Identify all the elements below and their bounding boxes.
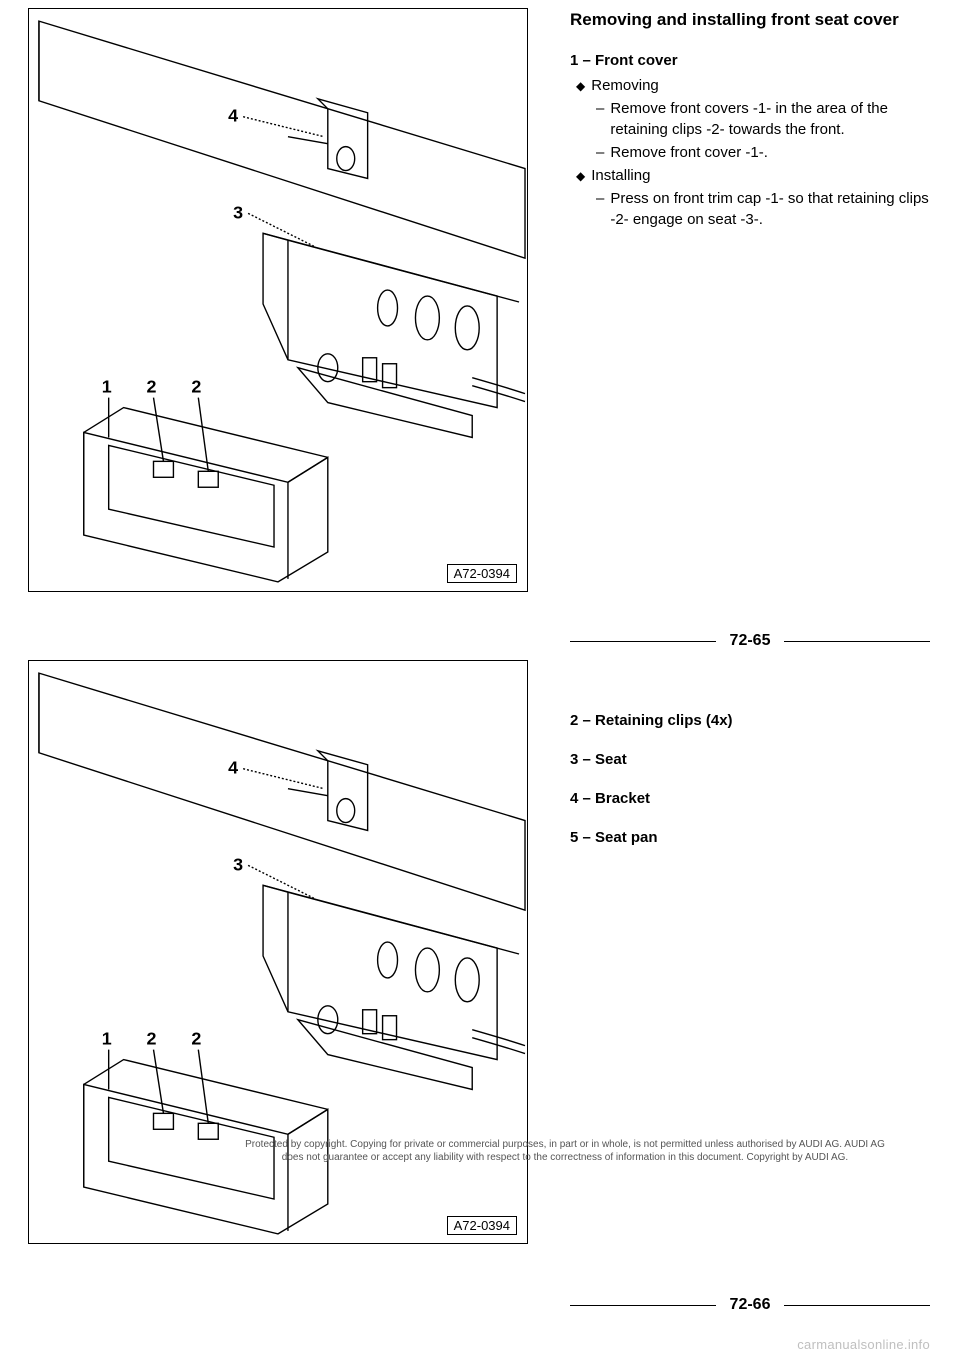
callout-2b: 2 bbox=[191, 377, 201, 397]
installing-step-1: – Press on front trim cap -1- so that re… bbox=[596, 188, 930, 230]
rule-line bbox=[570, 641, 716, 642]
section-heading: Removing and installing front seat cover bbox=[570, 8, 930, 32]
dash-icon: – bbox=[596, 188, 604, 209]
removing-row: ◆ Removing bbox=[576, 75, 930, 96]
callout-1: 1 bbox=[102, 377, 112, 397]
diamond-icon: ◆ bbox=[576, 168, 585, 185]
text-column-1: Removing and installing front seat cover… bbox=[570, 8, 930, 230]
installing-row: ◆ Installing bbox=[576, 165, 930, 186]
copyright-notice: Protected by copyright. Copying for priv… bbox=[245, 1138, 885, 1164]
callout-3: 3 bbox=[233, 854, 243, 874]
dash-icon: – bbox=[596, 142, 604, 163]
item-1-label: 1 – Front cover bbox=[570, 50, 930, 71]
page-number-bar-2: 72-66 bbox=[570, 1296, 930, 1314]
callout-2b: 2 bbox=[191, 1029, 201, 1049]
dash-icon: – bbox=[596, 98, 604, 119]
figure-id-1: A72-0394 bbox=[447, 564, 517, 583]
callout-1: 1 bbox=[102, 1029, 112, 1049]
diagram-1: 4 3 1 2 2 bbox=[29, 9, 527, 591]
callout-2a: 2 bbox=[147, 1029, 157, 1049]
diamond-icon: ◆ bbox=[576, 78, 585, 95]
callout-4: 4 bbox=[228, 106, 238, 126]
page-number-bar-1: 72-65 bbox=[570, 632, 930, 650]
callout-3: 3 bbox=[233, 202, 243, 222]
rule-line bbox=[784, 1305, 930, 1306]
callout-4: 4 bbox=[228, 758, 238, 778]
item-5: 5 – Seat pan bbox=[570, 827, 930, 848]
page-number-2: 72-66 bbox=[730, 1296, 771, 1314]
rule-line bbox=[784, 641, 930, 642]
figure-id-2: A72-0394 bbox=[447, 1216, 517, 1235]
item-3: 3 – Seat bbox=[570, 749, 930, 770]
page-number-1: 72-65 bbox=[730, 632, 771, 650]
item-4: 4 – Bracket bbox=[570, 788, 930, 809]
removing-step-2: – Remove front cover -1-. bbox=[596, 142, 930, 163]
watermark: carmanualsonline.info bbox=[797, 1337, 930, 1352]
installing-label: Installing bbox=[591, 165, 650, 186]
figure-box-1: 4 3 1 2 2 A72-0394 bbox=[28, 8, 528, 592]
rule-line bbox=[570, 1305, 716, 1306]
text-column-2: 2 – Retaining clips (4x) 3 – Seat 4 – Br… bbox=[570, 700, 930, 848]
removing-step-1: – Remove front covers -1- in the area of… bbox=[596, 98, 930, 140]
removing-label: Removing bbox=[591, 75, 659, 96]
item-2: 2 – Retaining clips (4x) bbox=[570, 710, 930, 731]
callout-2a: 2 bbox=[147, 377, 157, 397]
